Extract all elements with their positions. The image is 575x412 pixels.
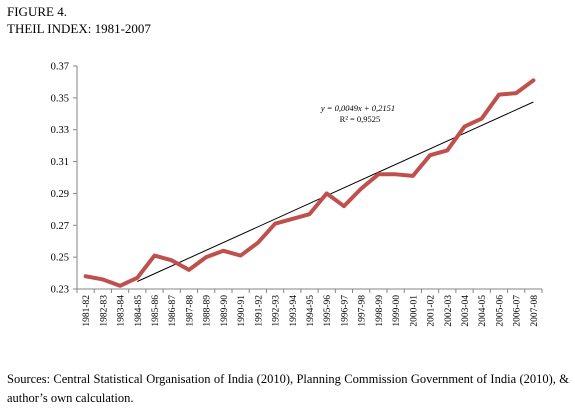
trendline [137,101,534,282]
x-tick-label: 1989-90 [220,295,230,327]
x-tick-label: 1997-98 [358,295,368,327]
y-tick-label: 0.25 [51,253,69,264]
x-tick-label: 1998-99 [375,295,385,327]
x-tick-label: 2001-02 [427,295,437,327]
trendline-r-squared: R² = 0,9525 [340,114,381,124]
x-tick-label: 2006-07 [513,295,523,327]
x-tick-label: 1996-97 [340,295,350,327]
y-tick-label: 0.35 [51,93,69,104]
x-tick-label: 1987-88 [185,295,195,327]
x-tick-label: 1981-82 [82,295,92,327]
x-tick-label: 1995-96 [323,295,333,327]
y-tick-label: 0.29 [51,189,69,200]
chart-title: THEIL INDEX: 1981-2007 [7,21,151,36]
x-tick-label: 2000-01 [409,295,419,327]
figure-label: FIGURE 4. [7,4,67,19]
y-tick-labels: 0.23 0.25 0.27 0.29 0.31 0.33 0.35 0.37 [51,62,77,296]
x-tick-label: 2005-06 [495,295,505,327]
series-group [83,78,536,288]
x-tick-label: 1984-85 [134,295,144,327]
chart-axes [76,66,542,290]
y-tick-label: 0.27 [51,221,69,232]
x-tick-label: 2002-03 [444,295,454,327]
theil-index-chart: 0.23 0.25 0.27 0.29 0.31 0.33 0.35 0.37 1981-82… [51,62,543,327]
y-tick-label: 0.37 [51,62,69,73]
x-tick-label: 1999-00 [392,295,402,327]
x-tick-label: 2007-08 [530,295,540,327]
y-tick-label: 0.33 [51,125,69,136]
source-note: Sources: Central Statistical Organisatio… [7,372,569,405]
x-tick-label: 1991-92 [254,295,264,327]
y-tick-label: 0.31 [51,157,69,168]
trendline-group [137,101,534,282]
trendline-equation: y = 0,0049x + 0,2151 [320,103,395,113]
x-tick-label: 2003-04 [461,295,471,327]
x-tick-label: 1983-84 [117,295,127,327]
y-tick-label: 0.23 [51,285,69,296]
x-tick-label: 1985-86 [151,295,161,327]
x-tick-label: 2004-05 [478,295,488,327]
x-tick-label: 1992-93 [272,295,282,327]
x-tick-labels: 1981-82 1982-83 1983-84 1984-85 1985-86 1986-… [76,289,543,327]
x-tick-label: 1994-95 [306,295,316,327]
series-line [83,78,536,288]
x-tick-label: 1982-83 [99,295,109,327]
x-tick-label: 1986-87 [168,295,178,327]
x-tick-label: 1988-89 [203,295,213,327]
x-tick-label: 1993-94 [289,295,299,327]
x-tick-label: 1990-91 [237,295,247,327]
